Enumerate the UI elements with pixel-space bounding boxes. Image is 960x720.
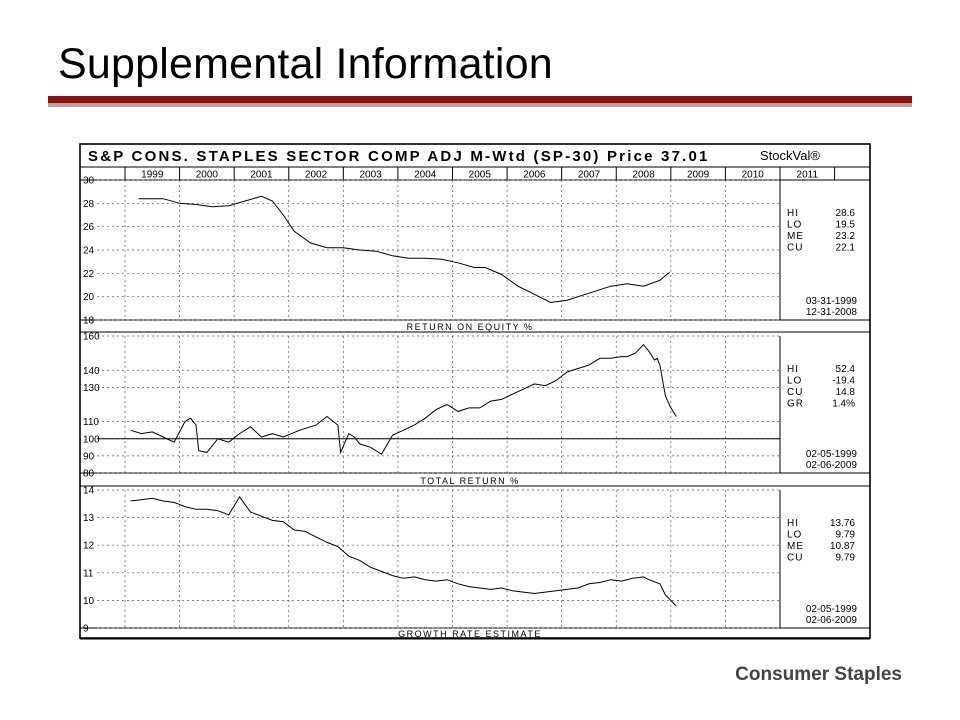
y-tick-label: 20 <box>83 292 95 303</box>
stat-value: 13.76 <box>830 518 855 529</box>
total-return-series-line <box>130 343 677 455</box>
year-label: 2001 <box>250 170 273 181</box>
stat-key: GR <box>787 399 804 410</box>
date-range: 12-31-2008 <box>806 307 858 318</box>
stat-key: ME <box>787 541 804 552</box>
stat-value: -19.4 <box>832 376 855 387</box>
y-tick-label: 10 <box>83 596 95 607</box>
panel-label: GROWTH RATE ESTIMATE <box>398 629 542 639</box>
stat-value: 1.4% <box>832 399 855 410</box>
roe-series-line <box>138 195 671 304</box>
y-tick-label: 80 <box>83 469 95 480</box>
stat-key: HI <box>787 518 799 529</box>
y-tick-label: 30 <box>83 176 95 187</box>
year-label: 2004 <box>414 170 437 181</box>
panel-label: TOTAL RETURN % <box>420 476 519 486</box>
stat-key: LO <box>787 530 802 541</box>
year-label: 2000 <box>196 170 219 181</box>
stat-key: HI <box>787 208 799 219</box>
title-underline-grey <box>48 103 912 107</box>
year-label: 2008 <box>632 170 655 181</box>
stat-value: 9.79 <box>836 553 856 564</box>
year-label: 2010 <box>742 170 765 181</box>
y-tick-label: 160 <box>83 332 100 343</box>
stat-value: 10.87 <box>830 541 855 552</box>
year-label: 2011 <box>797 170 819 181</box>
y-tick-label: 12 <box>83 541 95 552</box>
y-tick-label: 26 <box>83 222 95 233</box>
stat-value: 23.2 <box>836 231 856 242</box>
chart-brand: StockVal® <box>760 148 820 163</box>
y-tick-label: 13 <box>83 513 95 524</box>
y-tick-label: 24 <box>83 246 95 257</box>
year-label: 2005 <box>469 170 492 181</box>
year-label: 2006 <box>523 170 546 181</box>
footer-label: Consumer Staples <box>735 664 902 685</box>
year-label: 2002 <box>305 170 328 181</box>
stat-value: 14.8 <box>836 387 856 398</box>
chart-title: S&P CONS. STAPLES SECTOR COMP ADJ M-Wtd … <box>88 148 710 165</box>
title-underline-dark <box>48 96 912 103</box>
y-tick-label: 11 <box>83 568 94 579</box>
stat-value: 22.1 <box>836 243 856 254</box>
stat-value: 52.4 <box>836 364 856 375</box>
y-tick-label: 110 <box>83 417 99 428</box>
year-label: 1999 <box>141 170 164 181</box>
slide-title: Supplemental Information <box>58 40 553 88</box>
year-label: 2003 <box>360 170 383 181</box>
year-label: 2007 <box>578 170 601 181</box>
y-tick-label: 9 <box>83 624 89 635</box>
stat-key: LO <box>787 376 802 387</box>
y-tick-label: 90 <box>83 451 95 462</box>
date-range: 02-05-1999 <box>806 449 858 460</box>
chart-panels: 18 20 22 24 26 28 30 RETURN ON EQUITY % HI 28.6 LO… <box>80 176 870 640</box>
panel-roe: 18 20 22 24 26 28 30 RETURN ON EQUITY % HI 28.6 LO… <box>80 176 870 333</box>
y-tick-label: 18 <box>83 316 95 327</box>
y-tick-label: 100 <box>83 434 100 445</box>
year-axis: 1999 2000 2001 2002 2003 2004 2005 2006 2007 2008… <box>80 166 870 181</box>
date-range: 02-06-2009 <box>806 460 858 471</box>
stat-value: 19.5 <box>836 220 856 231</box>
stat-value: 28.6 <box>836 208 856 219</box>
date-range: 02-05-1999 <box>806 604 858 615</box>
stat-key: CU <box>787 243 803 254</box>
stat-key: CU <box>787 553 803 564</box>
y-tick-label: 130 <box>83 383 100 394</box>
stat-value: 9.79 <box>836 530 856 541</box>
y-tick-label: 22 <box>83 269 95 280</box>
stat-key: CU <box>787 387 803 398</box>
date-range: 02-06-2009 <box>806 615 858 626</box>
growth-rate-series-line <box>130 495 677 607</box>
panel-growth-rate: 9 10 11 12 13 14 GROWTH RATE ESTIMATE HI 13.76 LO… <box>80 486 870 640</box>
y-tick-label: 28 <box>83 199 95 210</box>
stat-key: HI <box>787 364 799 375</box>
panel-total-return: 80 90 100 110 130 140 160 TOTAL RETURN % HI 52.4 L… <box>80 332 870 487</box>
year-label: 2009 <box>687 170 710 181</box>
y-tick-label: 140 <box>83 366 100 377</box>
chart-frame <box>79 143 871 639</box>
panel-label: RETURN ON EQUITY % <box>407 322 534 332</box>
y-tick-label: 14 <box>83 486 95 497</box>
stat-key: ME <box>787 231 804 242</box>
stat-key: LO <box>787 220 802 231</box>
date-range: 03-31-1999 <box>806 296 858 307</box>
